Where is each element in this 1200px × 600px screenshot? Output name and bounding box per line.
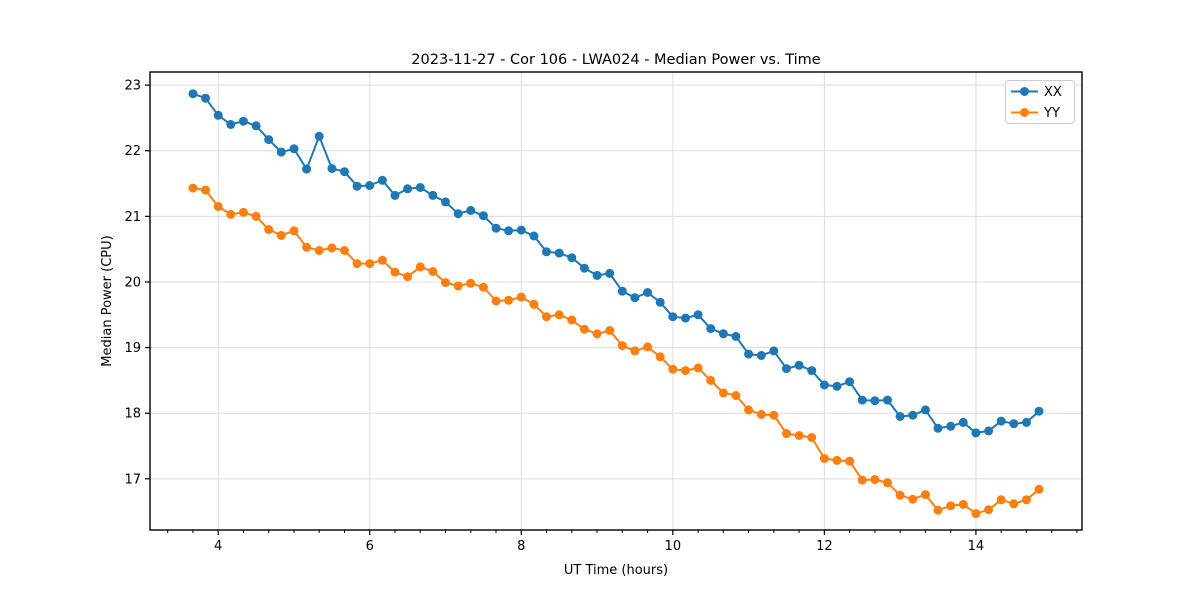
y-tick-label: 22 xyxy=(124,144,141,159)
y-tick-label: 17 xyxy=(124,472,141,487)
y-tick-label: 23 xyxy=(124,79,141,94)
x-tick-label: 12 xyxy=(816,539,833,554)
y-tick-label: 18 xyxy=(124,407,141,422)
x-minor-ticks xyxy=(167,530,1078,533)
legend-label: YY xyxy=(1043,106,1060,121)
legend-box xyxy=(1005,80,1075,124)
series-XX-markers xyxy=(188,89,1044,438)
x-tick-label: 4 xyxy=(214,539,222,554)
legend-entry-XX: XX xyxy=(1011,85,1062,100)
x-major-ticks xyxy=(217,530,977,535)
x-tick-label: 14 xyxy=(968,539,985,554)
y-tick-label: 19 xyxy=(124,341,141,356)
y-tick-label: 21 xyxy=(124,210,141,225)
x-tick-label: 10 xyxy=(665,539,682,554)
y-major-ticks xyxy=(145,84,150,480)
plot-area xyxy=(150,72,1082,530)
series-YY-markers xyxy=(188,183,1044,519)
chart-title: 2023-11-27 - Cor 106 - LWA024 - Median P… xyxy=(411,52,820,68)
legend-entry-YY: YY xyxy=(1011,106,1060,121)
x-tick-label: 6 xyxy=(366,539,374,554)
y-axis-label: Median Power (CPU) xyxy=(100,235,115,366)
legend: XX YY xyxy=(1005,80,1075,124)
axes-frame xyxy=(149,71,1083,531)
y-tick-label: 20 xyxy=(124,275,141,290)
x-axis-label: UT Time (hours) xyxy=(564,563,668,578)
x-tick-label: 8 xyxy=(517,539,525,554)
legend-label: XX xyxy=(1044,85,1062,100)
